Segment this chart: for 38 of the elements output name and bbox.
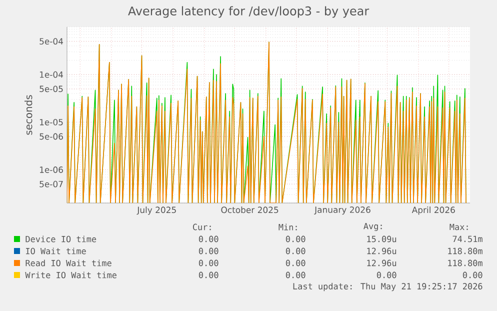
text: Cur:: [192, 224, 211, 230]
text: 0.00: [198, 272, 218, 278]
text: 0.00: [286, 248, 306, 254]
text: Min:: [278, 224, 297, 230]
text: 118.80m: [448, 260, 482, 266]
text: 0.00: [286, 236, 306, 242]
y-tick-label: 5e-05: [40, 86, 63, 92]
text: Avg:: [364, 223, 382, 231]
text: 74.51m: [452, 236, 482, 242]
chart-title: Average latency for /dev/loop3 - by year: [128, 6, 370, 18]
text: 0.00: [198, 236, 218, 242]
x-tick-label: January 2026: [314, 206, 370, 215]
text: Max:: [450, 224, 468, 230]
legend-label: Write IO Wait time: [25, 272, 116, 278]
text: 0.00: [286, 260, 306, 266]
y-axis-title: seconds: [24, 95, 32, 135]
x-tick-label: April 2026: [412, 206, 455, 215]
y-tick-label: 5e-04: [40, 38, 63, 45]
text: 12.96u: [367, 260, 396, 266]
y-tick-label: 5e-07: [40, 180, 63, 188]
y-tick-label: 1e-05: [40, 118, 63, 126]
y-tick-label: 1e-04: [40, 71, 63, 78]
text: 15.09u: [367, 236, 396, 242]
text: 0.00: [462, 272, 482, 278]
legend-label: Read IO Wait time: [26, 260, 112, 266]
legend-label: IO Wait time: [26, 248, 86, 254]
y-tick-label: 5e-06: [40, 133, 63, 140]
legend-label: Device IO time: [26, 236, 96, 242]
text: 0.00: [198, 260, 218, 266]
text: 0.00: [376, 272, 396, 278]
text: 0.00: [198, 248, 218, 254]
text: 118.80m: [448, 248, 482, 254]
y-tick-label: 1e-06: [40, 166, 63, 173]
text: 0.00: [286, 272, 306, 278]
text: 12.96u: [367, 248, 396, 254]
x-tick-label: October 2025: [221, 206, 278, 214]
x-tick-label: July 2025: [136, 206, 176, 215]
text: Last update: Thu May 21 19:25:17 2026: [293, 282, 482, 292]
